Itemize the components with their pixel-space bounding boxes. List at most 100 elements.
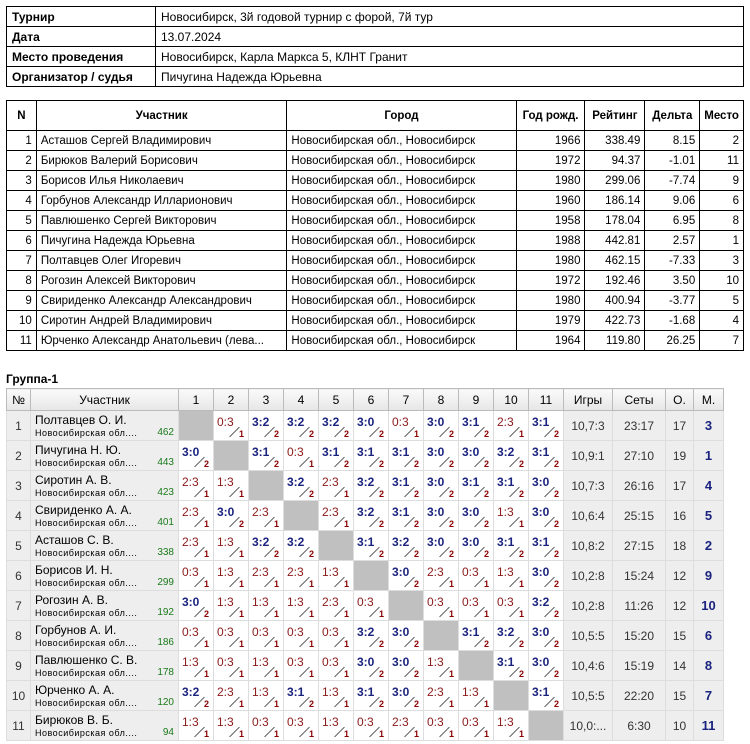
cell: 1972 xyxy=(515,150,586,171)
games: 10,2:8 xyxy=(563,560,613,591)
match-points: 2 xyxy=(343,459,349,469)
match-result: 3:2 2 xyxy=(283,530,319,561)
cell: 1960 xyxy=(515,190,586,211)
match-result: 2:3 1 xyxy=(178,500,214,531)
match-points: 1 xyxy=(308,459,314,469)
match-points: 1 xyxy=(343,579,349,589)
place: 10 xyxy=(693,590,724,621)
diagonal-cell xyxy=(423,620,459,651)
match-score: 1:3 xyxy=(322,565,339,579)
match-points: 2 xyxy=(203,459,209,469)
match-points: 1 xyxy=(448,729,454,739)
tournament-info-table: Турнир Новосибирск, 3й годовой турнир с ф… xyxy=(6,6,744,87)
diagonal-cell xyxy=(283,500,319,531)
cell: 4 xyxy=(6,190,37,211)
cross-row: 4 Свириденко А. А. Новосибирская обл.... 40… xyxy=(6,500,724,531)
group-title: Группа-1 xyxy=(6,372,59,386)
sets: 22:20 xyxy=(612,680,666,711)
match-score: 0:3 xyxy=(287,655,304,669)
match-points: 2 xyxy=(378,669,384,679)
match-score: 3:0 xyxy=(532,565,550,579)
participant-cell: Асташов С. В. Новосибирская обл.... 338 xyxy=(30,530,179,561)
match-result: 3:1 2 xyxy=(283,680,319,711)
sets: 15:24 xyxy=(612,560,666,591)
match-result: 3:0 2 xyxy=(528,470,564,501)
cell: Новосибирская обл., Новосибирск xyxy=(286,210,517,231)
match-score: 3:2 xyxy=(252,415,270,429)
participant-cell: Полтавцев О. И. Новосибирская обл.... 462 xyxy=(30,410,179,441)
match-score: 0:3 xyxy=(357,715,374,729)
match-points: 2 xyxy=(238,519,244,529)
match-score: 1:3 xyxy=(322,715,339,729)
match-result: 3:2 2 xyxy=(248,410,284,441)
column-header: 11 xyxy=(528,388,564,411)
participant-cell: Бирюков В. Б. Новосибирская обл.... 94 xyxy=(30,710,179,741)
participant-name: Павлюшенко С. В. xyxy=(35,652,138,667)
row-number: 11 xyxy=(6,710,31,741)
match-result: 3:0 2 xyxy=(178,590,214,621)
match-points: 1 xyxy=(273,669,279,679)
match-points: 2 xyxy=(553,609,559,619)
match-score: 1:3 xyxy=(252,655,269,669)
cell: Юрченко Александр Анатольевич (лева... xyxy=(35,330,288,351)
info-value: 13.07.2024 xyxy=(155,26,744,47)
match-score: 3:1 xyxy=(392,505,410,519)
match-points: 1 xyxy=(518,729,524,739)
cell: 186.14 xyxy=(584,190,646,211)
cross-row: 5 Асташов С. В. Новосибирская обл.... 338 2:… xyxy=(6,530,724,561)
cell: Борисов Илья Николаевич xyxy=(35,170,288,191)
match-result: 1:3 1 xyxy=(248,590,284,621)
match-points: 2 xyxy=(553,639,559,649)
cell: 2 xyxy=(6,150,37,171)
match-points: 2 xyxy=(448,549,454,559)
cell: 4 xyxy=(699,310,744,331)
column-header: N xyxy=(6,100,37,131)
table-row: 11 Юрченко Александр Анатольевич (лева...… xyxy=(6,330,744,351)
match-points: 2 xyxy=(413,639,419,649)
participant-name: Борисов И. Н. xyxy=(35,562,113,577)
match-result: 3:1 2 xyxy=(388,440,424,471)
match-result: 1:3 1 xyxy=(458,680,494,711)
cell: 9 xyxy=(6,290,37,311)
cell: 2 xyxy=(699,130,744,151)
cross-table: № Участник 1 2 3 4 5 6 7 8 9 10 11 Игры Сеты О. М. 1 Полта… xyxy=(6,388,724,741)
cell: 8 xyxy=(699,210,744,231)
match-result: 3:1 2 xyxy=(458,410,494,441)
participant-region: Новосибирская обл.... xyxy=(35,637,138,648)
match-points: 2 xyxy=(343,429,349,439)
cell: 192.46 xyxy=(584,270,646,291)
match-result: 0:3 1 xyxy=(493,590,529,621)
participant-rating: 120 xyxy=(157,697,174,708)
match-score: 3:2 xyxy=(392,535,410,549)
match-result: 2:3 1 xyxy=(213,680,249,711)
match-score: 3:0 xyxy=(182,445,200,459)
match-points: 1 xyxy=(308,669,314,679)
match-points: 2 xyxy=(413,579,419,589)
match-points: 2 xyxy=(483,489,489,499)
match-result: 1:3 1 xyxy=(493,560,529,591)
row-number: 1 xyxy=(6,410,31,441)
match-score: 2:3 xyxy=(287,565,304,579)
match-result: 0:3 1 xyxy=(388,410,424,441)
cell: 3.50 xyxy=(644,270,701,291)
sets: 25:15 xyxy=(612,500,666,531)
match-score: 2:3 xyxy=(252,505,269,519)
participant-region: Новосибирская обл.... xyxy=(35,487,138,498)
column-header: 2 xyxy=(213,388,249,411)
match-points: 1 xyxy=(448,579,454,589)
place: 11 xyxy=(693,710,724,741)
match-result: 3:2 2 xyxy=(178,680,214,711)
match-score: 1:3 xyxy=(217,565,234,579)
match-points: 1 xyxy=(203,519,209,529)
games: 10,5:5 xyxy=(563,620,613,651)
match-result: 3:2 2 xyxy=(283,470,319,501)
match-score: 0:3 xyxy=(462,565,479,579)
info-row: Турнир Новосибирск, 3й годовой турнир с ф… xyxy=(6,6,744,27)
cell: 7 xyxy=(6,250,37,271)
match-result: 3:1 2 xyxy=(248,440,284,471)
participant-rating: 186 xyxy=(157,637,174,648)
info-row: Дата 13.07.2024 xyxy=(6,26,744,47)
info-value: Пичугина Надежда Юрьевна xyxy=(155,66,744,87)
info-row: Место проведения Новосибирск, Карла Маркс… xyxy=(6,46,744,67)
cell: Сиротин Андрей Владимирович xyxy=(35,310,288,331)
